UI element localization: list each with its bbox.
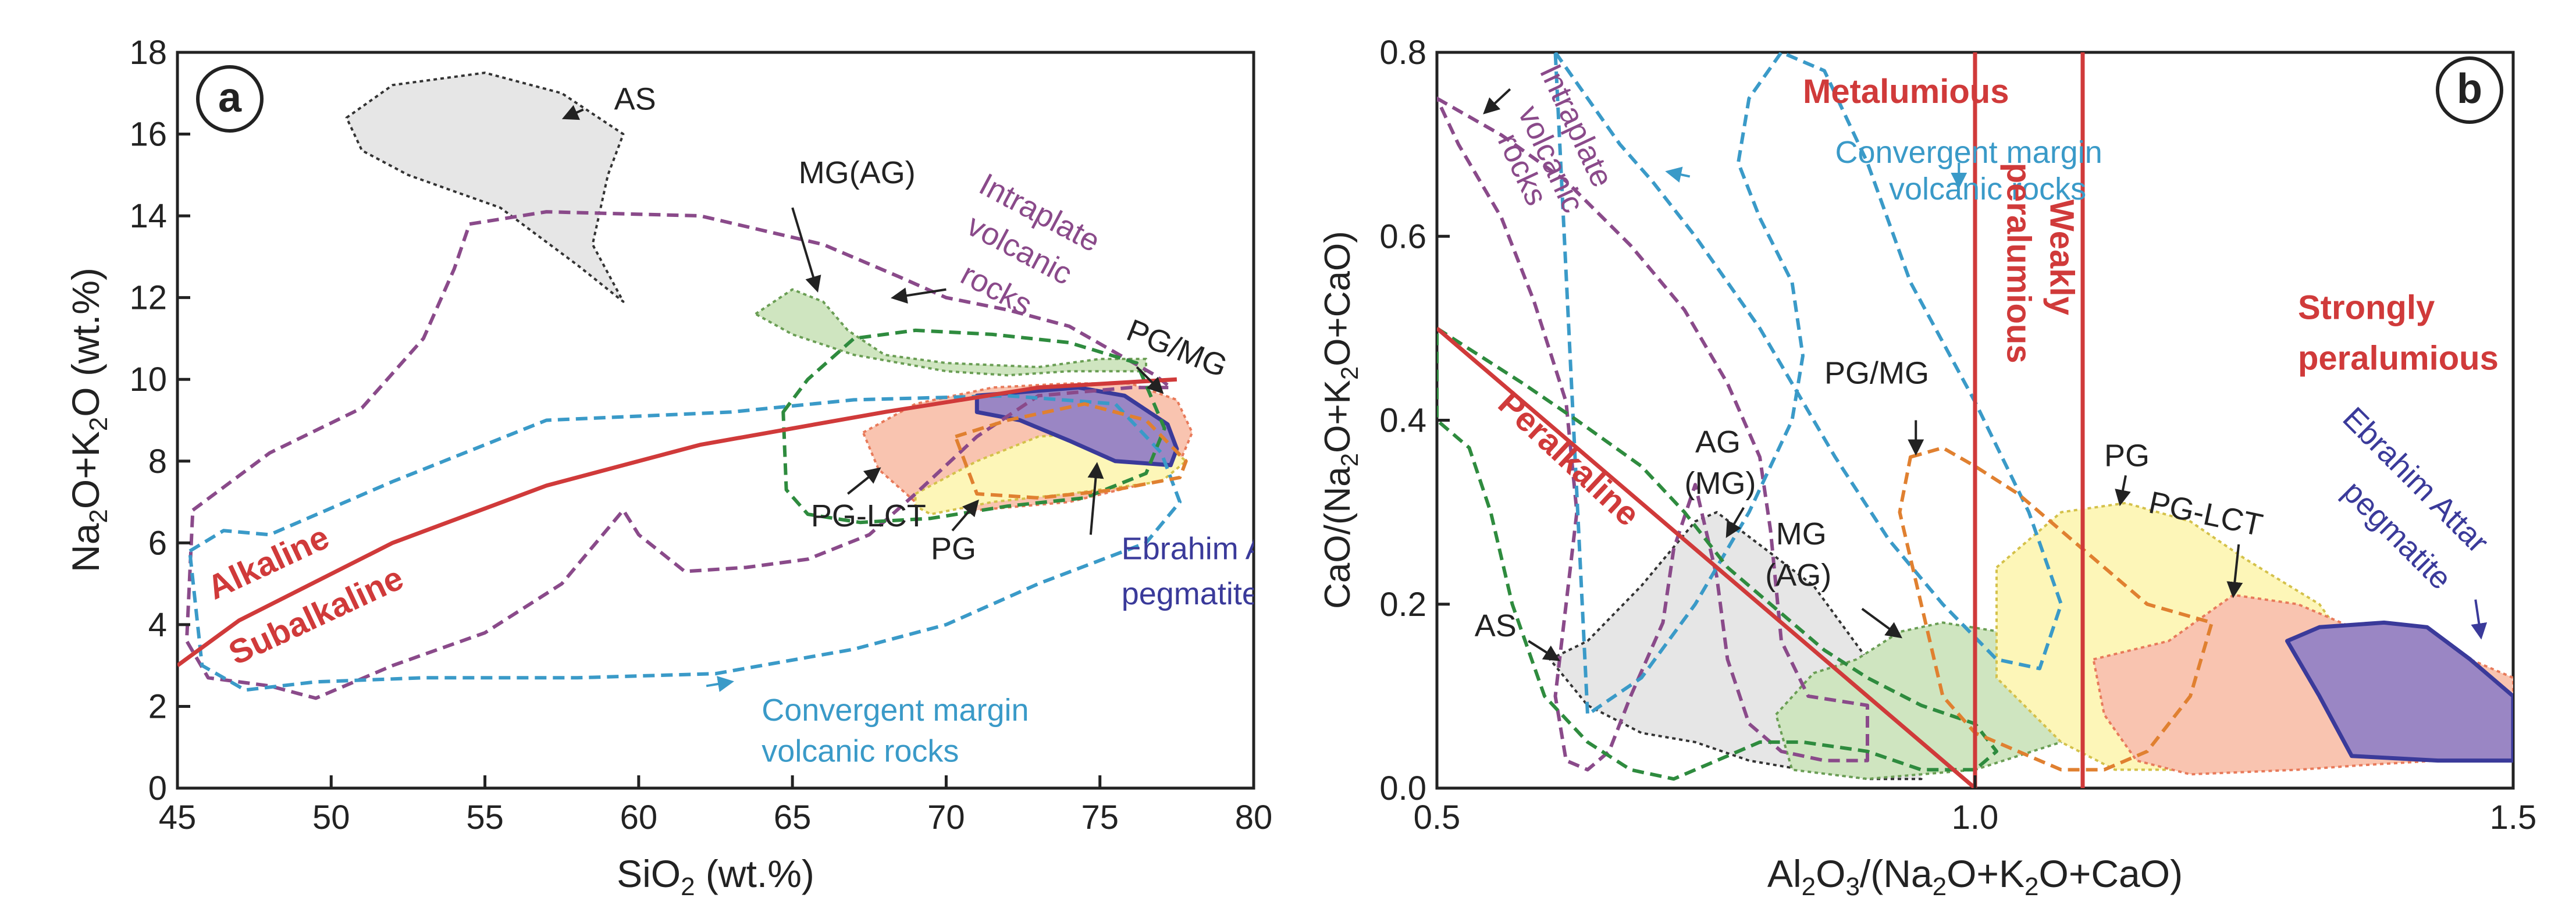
y-tick-label-a-5: 10 <box>129 361 167 398</box>
AS <box>345 72 625 303</box>
convergent-label-2: volcanic rocks <box>762 733 959 768</box>
green-dashed-outline-b <box>1437 326 1998 781</box>
y-tick-label-a-1: 2 <box>148 688 167 725</box>
x-tick-label-a-7: 80 <box>1235 799 1273 836</box>
pg-lct-label-a: PG-LCT <box>811 498 926 533</box>
ag-mg-arrow-b <box>1725 507 1745 538</box>
convergent-margin-volcanic-outline <box>188 394 1182 692</box>
x-tick-label-a-6: 75 <box>1081 799 1119 836</box>
weakly-peraluminous-label-2: peralumious <box>2000 163 2038 364</box>
mg-ag-arrow-b <box>1861 608 1903 639</box>
green-dashed-outline <box>781 328 1166 525</box>
x-tick-label-a-4: 65 <box>774 799 812 836</box>
y-tick-label-a-3: 6 <box>148 524 167 562</box>
ebrahim-attar-label-2: pegmatite <box>1122 576 1259 611</box>
x-tick-label-b-2: 1.5 <box>2490 799 2537 836</box>
x-tick-label-a-5: 70 <box>927 799 965 836</box>
panel-b-badge: b <box>2436 56 2503 124</box>
ebrahim-attar-label-1: Ebrahim Attar <box>1122 531 1312 566</box>
pg-mg-label-b: PG/MG <box>1824 355 1929 390</box>
ebrahim-attar-arrow <box>1087 462 1104 535</box>
x-tick-label-b-1: 1.0 <box>1952 799 1999 836</box>
plot-b-axes: 0.5 1.0 1.5 0.0 0.2 0.4 0.6 0.8 <box>1379 34 2536 836</box>
y-tick-label-a-7: 14 <box>129 197 167 235</box>
pg-label-a: PG <box>931 531 976 566</box>
intraplate-arrow <box>891 287 947 304</box>
plot-a-xlabel: SiO2 (wt.%) <box>617 852 814 901</box>
intraplate-arrow-b <box>1483 88 1511 115</box>
convergent-label-1: Convergent margin <box>762 693 1029 728</box>
plot-a-frame <box>176 51 1255 790</box>
y-tick-label-a-8: 16 <box>129 116 167 154</box>
x-tick-label-b-0: 0.5 <box>1414 799 1461 836</box>
pg-arrow <box>951 499 979 532</box>
mg-ag-label: MG(AG) <box>799 155 916 190</box>
mg-ag-label-b-2: (AG) <box>1765 558 1831 593</box>
y-tick-label-a-0: 0 <box>148 770 167 807</box>
x-tick-label-a-0: 45 <box>159 799 197 836</box>
pg-lct-arrow <box>847 467 881 495</box>
as-label: AS <box>614 81 656 116</box>
x-tick-label-a-3: 60 <box>620 799 658 836</box>
plot-b-xlabel: Al2O3/(Na2O+K2O+CaO) <box>1767 852 2183 901</box>
plot-a-ylabel: Na2O+K2O (wt.%) <box>64 268 113 572</box>
mg-ag-label-b-1: MG <box>1776 517 1827 551</box>
y-tick-label-b-2: 0.4 <box>1379 402 1426 440</box>
x-tick-label-a-1: 50 <box>312 799 350 836</box>
ebrahim-attar-field-b <box>2285 620 2513 763</box>
y-tick-label-b-1: 0.2 <box>1379 586 1426 624</box>
orange-dashed-outline-b <box>1898 446 2214 772</box>
y-tick-label-a-6: 12 <box>129 279 167 317</box>
pg-lct-arrow-b <box>2226 544 2243 599</box>
convergent-label-b-2: volcanic rocks <box>1889 172 2086 206</box>
pg-arrow-b <box>2115 475 2131 507</box>
y-tick-label-a-9: 18 <box>129 34 167 72</box>
pg-mg-arrow <box>1136 366 1164 394</box>
peralkaline-label: Peralkaline <box>1491 384 1647 533</box>
y-tick-label-b-3: 0.6 <box>1379 218 1426 255</box>
strongly-peraluminous-label-2: peralumious <box>2298 340 2499 377</box>
y-tick-label-b-0: 0.0 <box>1379 770 1426 807</box>
orange-dashed-outline <box>953 402 1188 500</box>
y-tick-label-a-2: 4 <box>148 606 167 644</box>
MG-AG-field <box>754 288 1147 377</box>
peralkaline-line <box>1437 326 1977 788</box>
panel-a-label: a <box>218 74 242 121</box>
convergent-arrow <box>706 676 734 692</box>
as-arrow <box>561 105 584 120</box>
panel-a-badge: a <box>196 65 264 133</box>
y-tick-label-b-4: 0.8 <box>1379 34 1426 72</box>
x-tick-label-a-2: 55 <box>466 799 504 836</box>
convergent-label-b-1: Convergent margin <box>1835 135 2102 170</box>
plot-b-ylabel: CaO/(Na2O+K2O+CaO) <box>1318 231 1363 609</box>
ebrahim-attar-arrow-b <box>2471 599 2488 640</box>
convergent-arrow-b-1 <box>1665 166 1691 183</box>
strongly-peraluminous-label-1: Strongly <box>2298 289 2435 327</box>
plot-a-axes: 45 50 55 60 65 70 75 80 0 2 4 6 8 10 12 14 16 18 <box>129 34 1272 836</box>
pg-mg-label-a: PG/MG <box>1122 312 1232 384</box>
weakly-peraluminous-label-1: Weakly <box>2043 200 2081 315</box>
pg-label-b: PG <box>2104 439 2150 473</box>
y-tick-label-a-4: 8 <box>148 443 167 480</box>
metaluminous-label: Metalumious <box>1803 73 2009 111</box>
ag-mg-label-2: (MG) <box>1685 466 1756 501</box>
alkaline-subalkaline-line <box>177 377 1177 668</box>
as-arrow-b <box>1528 640 1560 661</box>
intraplate-volcanic-outline <box>184 210 1173 700</box>
ag-mg-label-1: AG <box>1695 425 1741 460</box>
as-label-b: AS <box>1475 608 1517 643</box>
mg-ag-arrow <box>791 207 821 293</box>
panel-b-label: b <box>2457 66 2482 112</box>
